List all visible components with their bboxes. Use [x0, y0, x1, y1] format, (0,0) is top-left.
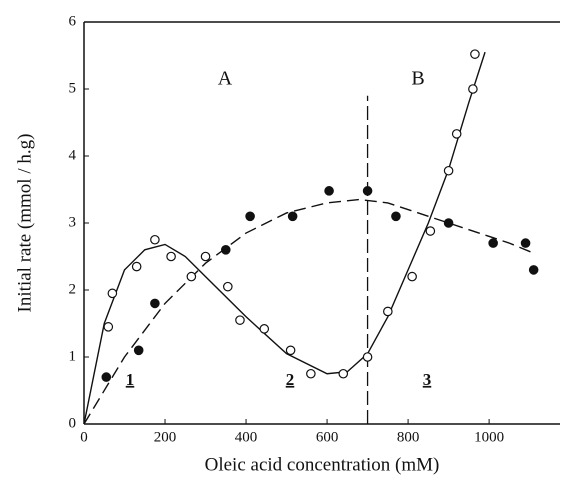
annotation: B [411, 68, 424, 90]
open-point [103, 322, 114, 332]
filled-point [220, 245, 231, 255]
filled-point [528, 265, 539, 275]
open-point [223, 281, 233, 292]
filled-point [324, 186, 334, 196]
filled-point [443, 218, 454, 228]
open-point [259, 324, 270, 334]
open-point [166, 251, 176, 262]
open-point [407, 271, 417, 282]
open-point [186, 271, 197, 282]
y-tick-label: 3 [69, 214, 77, 230]
x-tick-label: 200 [154, 429, 177, 445]
filled-point [287, 211, 298, 222]
y-tick-label: 4 [69, 147, 77, 163]
open-point [200, 251, 211, 262]
filled-point [362, 186, 373, 196]
open-point [107, 288, 118, 299]
filled-point [520, 238, 531, 248]
open-point [383, 306, 393, 317]
open-point [443, 165, 454, 176]
annotation: 1 [126, 370, 135, 389]
x-tick-label: 600 [316, 429, 339, 445]
dashed-fit-curve [83, 198, 534, 425]
filled-point [150, 298, 160, 309]
y-tick-label: 0 [69, 415, 77, 431]
annotation: 3 [423, 370, 432, 389]
x-tick-label: 800 [397, 429, 420, 445]
open-point [338, 368, 349, 379]
open-point [306, 368, 316, 379]
open-point [425, 226, 436, 236]
y-tick-label: 5 [69, 80, 77, 96]
annotation: A [218, 68, 233, 90]
solid-fit-curve [83, 51, 486, 425]
filled-point [133, 345, 144, 356]
y-tick-label: 1 [69, 348, 77, 364]
y-tick-label: 2 [69, 281, 77, 297]
y-tick-label: 6 [69, 13, 77, 29]
filled-point [101, 372, 112, 382]
open-point [285, 345, 296, 356]
filled-point [391, 211, 401, 222]
filled-point [488, 238, 498, 248]
annotation: 2 [286, 370, 295, 389]
open-point [451, 129, 462, 139]
open-point [235, 315, 245, 325]
open-point [468, 84, 478, 94]
filled-point [245, 211, 255, 222]
x-axis-label: Oleic acid concentration (mM) [205, 454, 440, 475]
x-tick-label: 1000 [474, 429, 504, 445]
open-point [470, 49, 480, 59]
x-tick-label: 400 [235, 429, 258, 445]
open-point [131, 261, 142, 272]
x-tick-label: 0 [80, 429, 88, 445]
open-point [150, 234, 160, 245]
y-axis-label: Initial rate (mmol / h.g) [14, 134, 35, 313]
open-point [362, 352, 373, 362]
